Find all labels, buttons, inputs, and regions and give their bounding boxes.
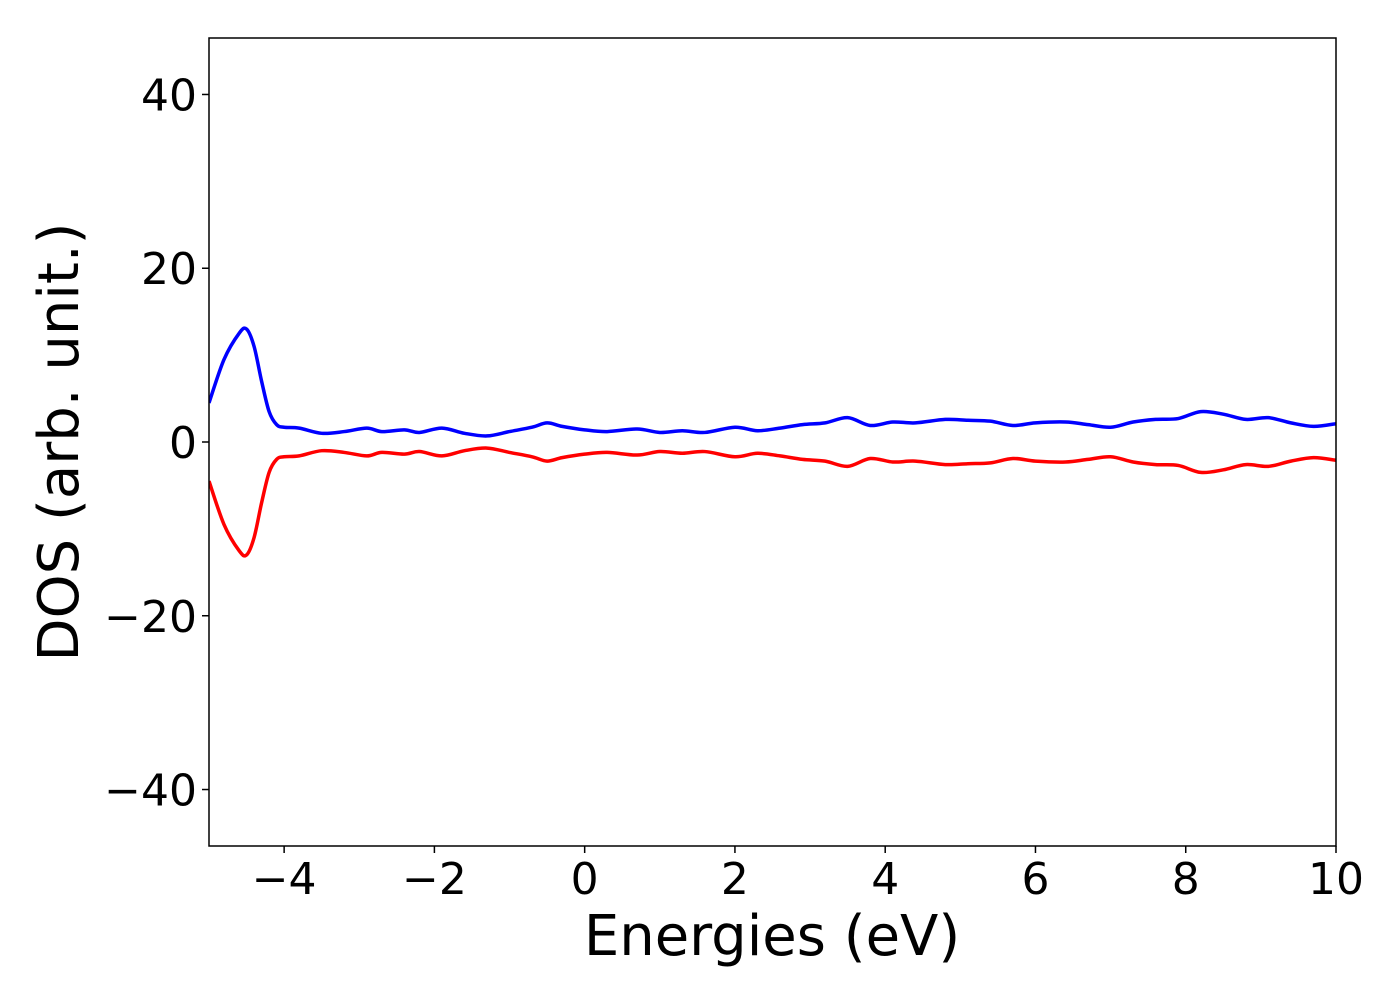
y-tick-label: −20 (104, 592, 197, 643)
x-axis-label: Energies (eV) (584, 904, 960, 969)
x-tick-label: −4 (252, 854, 317, 905)
y-tick-label: 20 (141, 244, 197, 295)
x-axis-ticks: −4 −2 0 2 4 6 8 10 (252, 846, 1364, 905)
y-axis-ticks: 40 20 0 −20 −40 (104, 70, 209, 817)
y-tick-label: 0 (169, 418, 197, 469)
series-line-1 (209, 326, 1336, 438)
x-tick-label: 4 (871, 854, 899, 905)
x-tick-label: 0 (571, 854, 599, 905)
series-line-2 (209, 446, 1336, 558)
x-tick-label: 8 (1172, 854, 1200, 905)
x-tick-label: 6 (1021, 854, 1049, 905)
x-tick-label: 2 (721, 854, 749, 905)
y-tick-label: 40 (141, 70, 197, 121)
y-tick-label: −40 (104, 766, 197, 817)
x-tick-label: −2 (402, 854, 467, 905)
x-tick-label: 10 (1308, 854, 1364, 905)
y-axis-label: DOS (arb. unit.) (27, 222, 92, 661)
series-layer (209, 326, 1336, 558)
